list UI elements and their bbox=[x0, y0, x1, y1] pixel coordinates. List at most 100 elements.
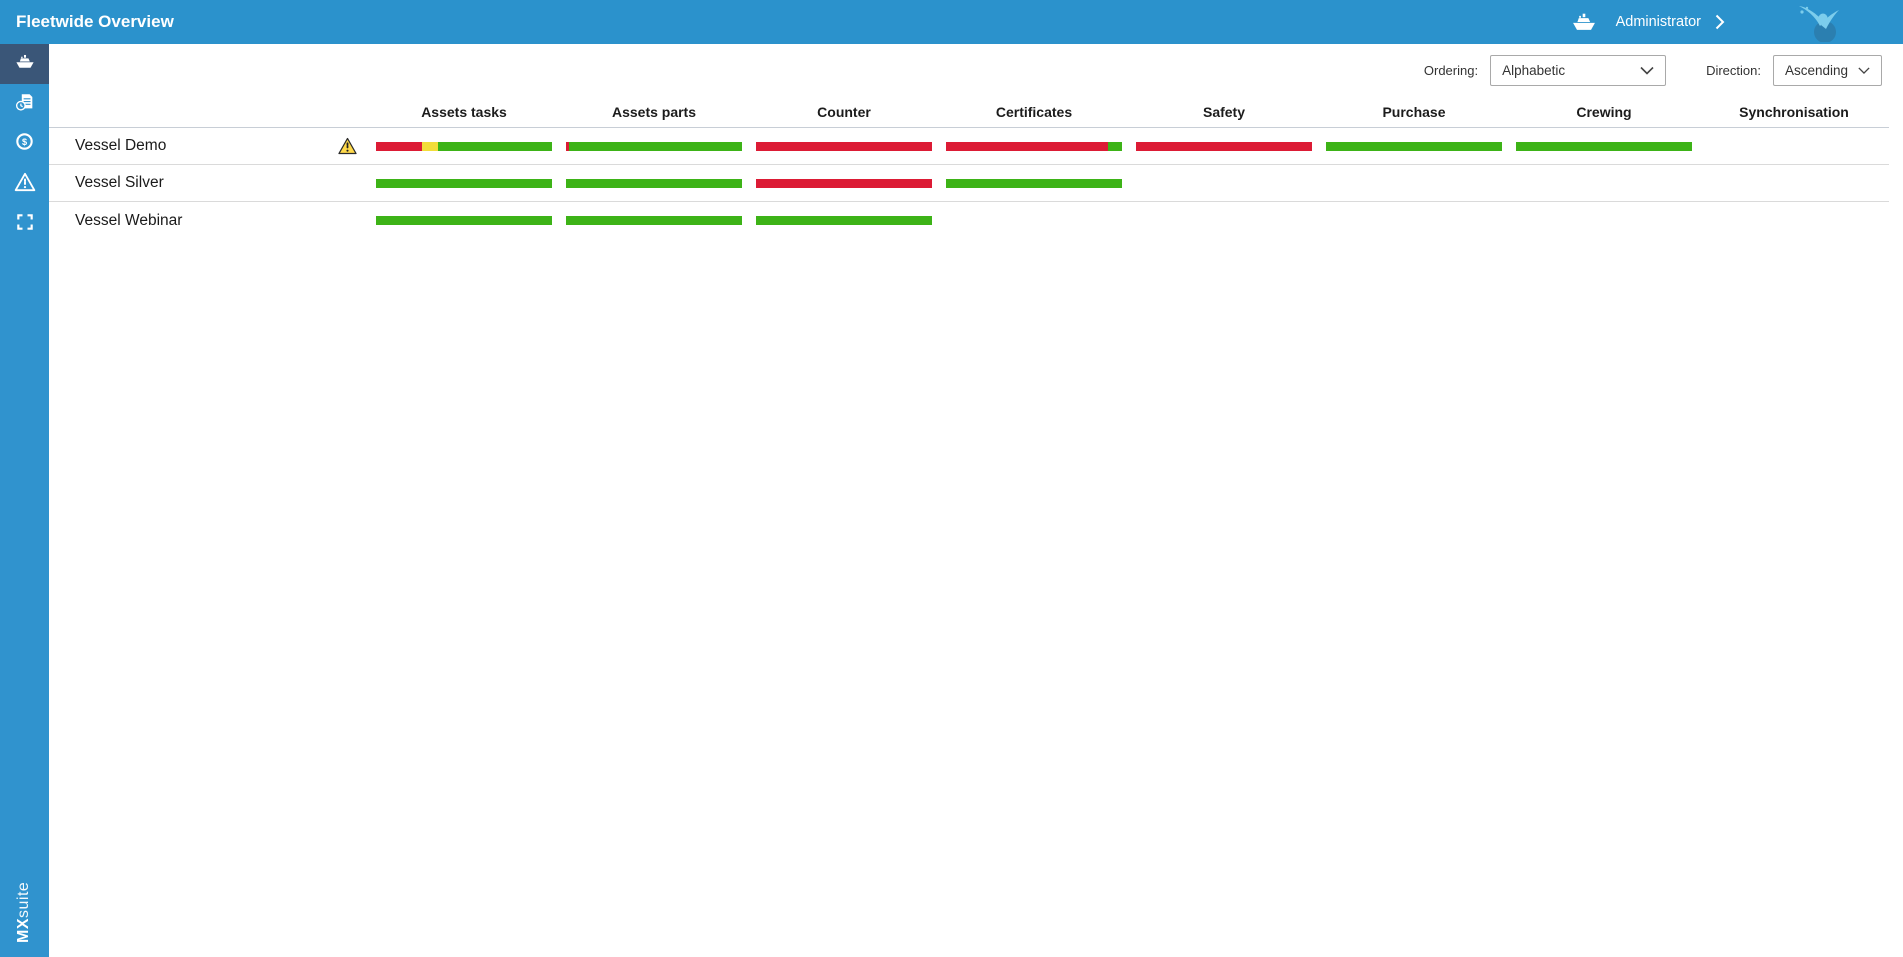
vessel-rows: Vessel Demo Vessel Silver Vessel Webinar bbox=[49, 128, 1889, 239]
bar-segment-red bbox=[946, 141, 1108, 151]
bar-segment-red bbox=[376, 141, 422, 151]
warning-icon[interactable] bbox=[338, 137, 357, 155]
ordering-label: Ordering: bbox=[1423, 63, 1479, 78]
column-header-assets-tasks: Assets tasks bbox=[421, 104, 507, 120]
status-bar[interactable] bbox=[756, 141, 932, 151]
bar-segment-green bbox=[756, 216, 932, 225]
bar-segment-green bbox=[946, 178, 1122, 188]
status-cell-safety bbox=[1129, 165, 1319, 201]
status-cell-crewing bbox=[1509, 202, 1699, 239]
mxsuite-logo-text: MXsuite bbox=[15, 882, 33, 943]
status-cell-synchronisation bbox=[1699, 165, 1889, 201]
ship-icon[interactable] bbox=[1570, 11, 1598, 33]
status-bar[interactable] bbox=[376, 178, 552, 188]
bar-segment-green bbox=[437, 141, 552, 151]
sort-controls: Ordering: Alphabetic Direction: Ascendin… bbox=[1424, 55, 1882, 86]
status-cell-purchase bbox=[1319, 165, 1509, 201]
status-cell-certificates[interactable] bbox=[939, 128, 1129, 164]
column-header-crewing: Crewing bbox=[1576, 104, 1632, 120]
chevron-down-icon bbox=[1640, 66, 1654, 75]
status-cell-certificates bbox=[939, 202, 1129, 239]
bar-segment-yellow bbox=[421, 141, 438, 151]
status-bar[interactable] bbox=[946, 178, 1122, 188]
sidebar-item-finance[interactable]: $ bbox=[0, 124, 49, 164]
fullscreen-icon bbox=[15, 212, 35, 237]
top-bar: Fleetwide Overview Administrator bbox=[0, 0, 1903, 44]
status-cell-assets-tasks[interactable] bbox=[369, 202, 559, 239]
user-menu[interactable]: Administrator bbox=[1615, 14, 1701, 30]
table-row[interactable]: Vessel Silver bbox=[49, 165, 1889, 202]
status-bar[interactable] bbox=[566, 141, 742, 151]
column-header-counter: Counter bbox=[817, 104, 871, 120]
status-bar[interactable] bbox=[946, 141, 1122, 151]
status-bar[interactable] bbox=[1516, 141, 1692, 151]
direction-label: Direction: bbox=[1706, 63, 1761, 78]
page-title: Fleetwide Overview bbox=[16, 12, 174, 31]
status-cell-counter[interactable] bbox=[749, 202, 939, 239]
bar-segment-green bbox=[1326, 141, 1502, 151]
status-cell-assets-parts[interactable] bbox=[559, 202, 749, 239]
sidebar-item-fleet-overview[interactable] bbox=[0, 44, 49, 84]
status-cell-assets-parts[interactable] bbox=[559, 165, 749, 201]
ordering-select[interactable]: Alphabetic bbox=[1490, 55, 1667, 86]
bar-segment-green bbox=[376, 178, 552, 188]
vessel-name-cell[interactable]: Vessel Webinar bbox=[49, 202, 369, 239]
ship-icon bbox=[14, 53, 36, 75]
status-cell-safety[interactable] bbox=[1129, 128, 1319, 164]
status-cell-crewing bbox=[1509, 165, 1699, 201]
status-cell-crewing[interactable] bbox=[1509, 128, 1699, 164]
status-bar[interactable] bbox=[376, 216, 552, 225]
direction-value: Ascending bbox=[1785, 63, 1849, 78]
bar-segment-red bbox=[756, 178, 932, 188]
logo-suite: suite bbox=[15, 881, 32, 918]
column-header-safety: Safety bbox=[1202, 104, 1246, 120]
status-cell-assets-parts[interactable] bbox=[559, 128, 749, 164]
vessel-name-label: Vessel Demo bbox=[75, 137, 167, 154]
status-bar[interactable] bbox=[1326, 141, 1502, 151]
bar-segment-green bbox=[566, 216, 742, 225]
dollar-circle-icon: $ bbox=[14, 131, 35, 157]
column-header-assets-parts: Assets parts bbox=[611, 104, 697, 120]
table-row[interactable]: Vessel Webinar bbox=[49, 202, 1889, 239]
status-cell-synchronisation bbox=[1699, 128, 1889, 164]
column-header-purchase: Purchase bbox=[1382, 104, 1446, 120]
bar-segment-green bbox=[568, 141, 742, 151]
status-bar[interactable] bbox=[376, 141, 552, 151]
warning-triangle-icon bbox=[14, 172, 36, 197]
status-cell-assets-tasks[interactable] bbox=[369, 165, 559, 201]
sidebar-item-fullscreen[interactable] bbox=[0, 204, 49, 244]
sidebar-item-maintenance[interactable] bbox=[0, 84, 49, 124]
sidebar-item-alerts[interactable] bbox=[0, 164, 49, 204]
vessel-name-cell[interactable]: Vessel Demo bbox=[49, 128, 369, 164]
column-header-row: Assets tasks Assets parts Counter Certif… bbox=[49, 44, 1889, 128]
status-bar[interactable] bbox=[756, 216, 932, 225]
status-cell-counter[interactable] bbox=[749, 128, 939, 164]
direction-select[interactable]: Ascending bbox=[1773, 55, 1882, 86]
status-bar[interactable] bbox=[566, 216, 742, 225]
vessel-name-cell[interactable]: Vessel Silver bbox=[49, 165, 369, 201]
status-cell-synchronisation bbox=[1699, 202, 1889, 239]
status-bar[interactable] bbox=[566, 178, 742, 188]
fleet-table: Assets tasks Assets parts Counter Certif… bbox=[49, 44, 1889, 239]
vessel-name-label: Vessel Silver bbox=[75, 174, 164, 191]
chevron-down-icon bbox=[1858, 67, 1870, 75]
status-bar[interactable] bbox=[756, 178, 932, 188]
status-cell-safety bbox=[1129, 202, 1319, 239]
bar-segment-red bbox=[756, 141, 932, 151]
status-bar[interactable] bbox=[1136, 141, 1312, 151]
status-cell-purchase[interactable] bbox=[1319, 128, 1509, 164]
column-header-certificates: Certificates bbox=[995, 104, 1073, 120]
chevron-right-icon[interactable] bbox=[1715, 14, 1725, 30]
table-row[interactable]: Vessel Demo bbox=[49, 128, 1889, 165]
bar-segment-green bbox=[376, 216, 552, 225]
status-cell-certificates[interactable] bbox=[939, 165, 1129, 201]
mxsuite-logo-icon bbox=[1793, 2, 1845, 42]
status-cell-assets-tasks[interactable] bbox=[369, 128, 559, 164]
bar-segment-green bbox=[1516, 141, 1692, 151]
bar-segment-green bbox=[566, 178, 742, 188]
vessel-name-label: Vessel Webinar bbox=[75, 211, 183, 229]
status-cell-counter[interactable] bbox=[749, 165, 939, 201]
top-bar-right: Administrator bbox=[1570, 0, 1845, 44]
logo-mx: MX bbox=[15, 918, 32, 943]
status-cell-purchase bbox=[1319, 202, 1509, 239]
